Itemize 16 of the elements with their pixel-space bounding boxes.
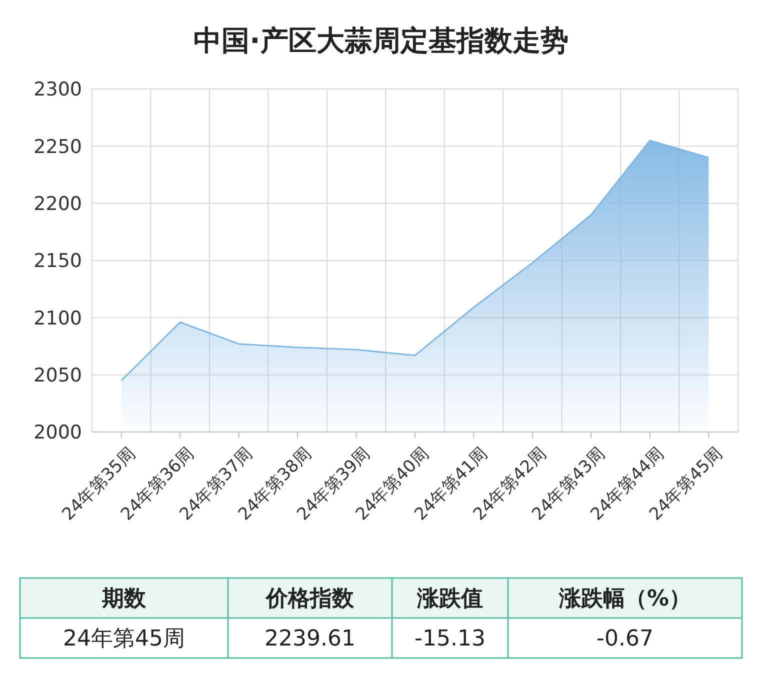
chart-title: 中国·产区大蒜周定基指数走势 — [194, 24, 568, 57]
text: 价格指数 — [265, 586, 355, 612]
text: 2239.61 — [264, 626, 356, 652]
text: -0.67 — [596, 626, 654, 652]
y-tick-label: 2000 — [34, 422, 82, 444]
text: 期数 — [101, 586, 147, 612]
y-tick-label: 2050 — [34, 364, 82, 386]
text: 涨跌值 — [416, 586, 483, 612]
text: 24年第45周 — [63, 626, 185, 652]
y-tick-label: 2300 — [34, 78, 82, 101]
y-tick-label: 2100 — [34, 307, 82, 330]
text: -15.13 — [414, 626, 486, 652]
y-tick-label: 2150 — [34, 250, 82, 272]
y-tick-label: 2250 — [34, 136, 82, 158]
text: 涨跌幅（%） — [558, 586, 692, 612]
y-tick-label: 2200 — [34, 192, 82, 215]
